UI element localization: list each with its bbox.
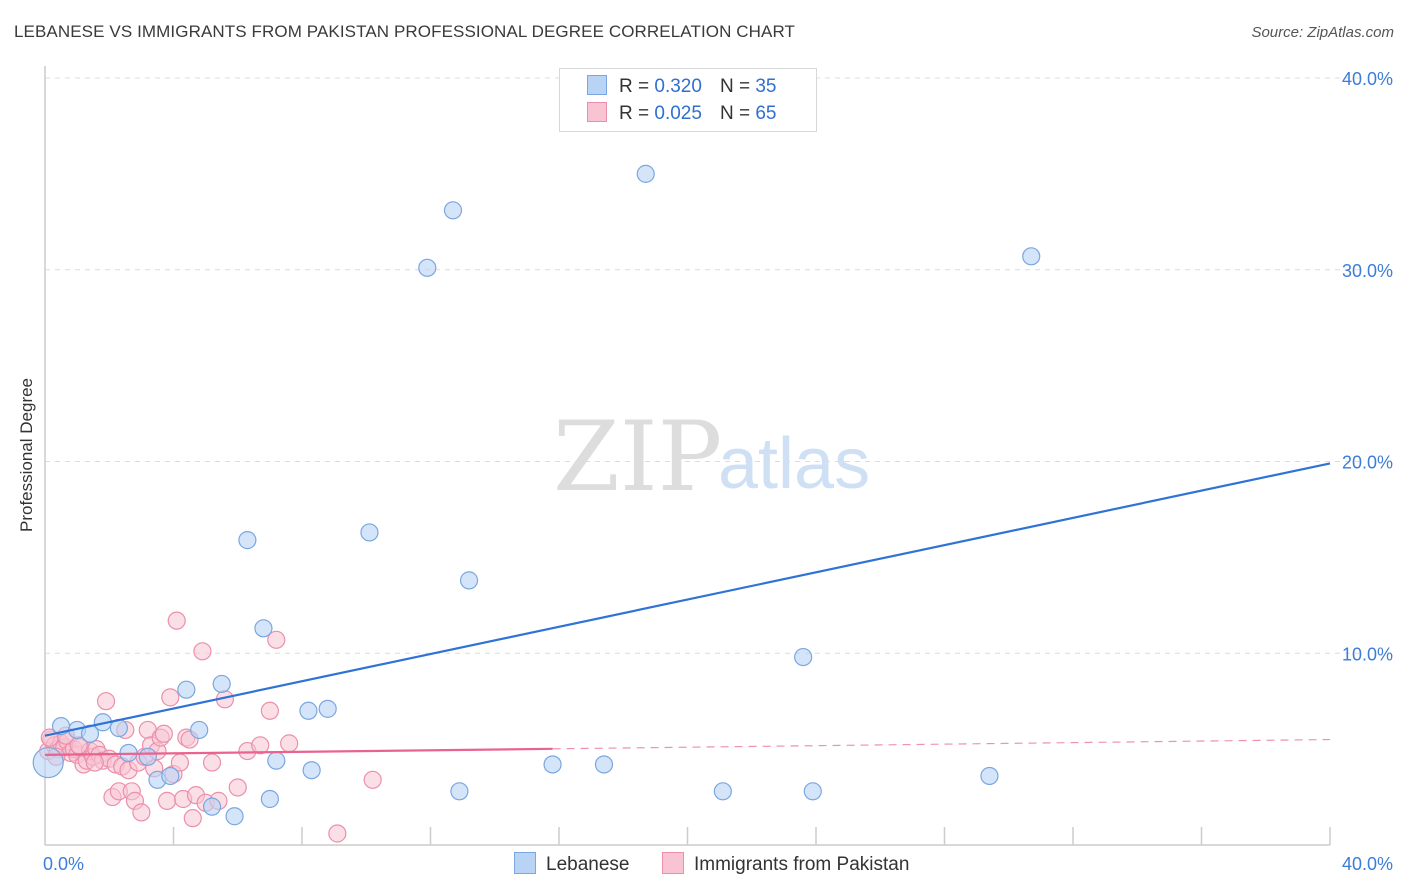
axes xyxy=(44,66,1331,846)
y-tick-label: 40.0% xyxy=(1342,69,1393,89)
lebanese-point xyxy=(138,747,157,766)
pakistan-point xyxy=(161,688,180,707)
pakistan-point xyxy=(267,630,286,649)
lebanese-point xyxy=(32,746,64,779)
lebanese-point xyxy=(318,699,337,718)
legend-row-lebanese: R = 0.320 N = 35 xyxy=(587,75,776,99)
pakistan-point xyxy=(202,753,222,772)
lebanese-point xyxy=(190,720,209,740)
pakistan-point xyxy=(96,692,116,711)
legend-n-value: 35 xyxy=(755,76,777,97)
lebanese-point xyxy=(202,797,222,816)
lebanese-point xyxy=(302,761,321,780)
lebanese-point xyxy=(254,619,273,638)
stats-legend: R = 0.320 N = 35 R = 0.025 N = 65 xyxy=(559,68,817,132)
pakistan-point xyxy=(260,701,279,720)
legend-n-label: N = xyxy=(719,76,751,97)
x-tick-label: 0.0% xyxy=(43,854,84,874)
lebanese-points xyxy=(32,164,1041,826)
source-label: Source: ZipAtlas.com xyxy=(1251,24,1394,41)
pakistan-point xyxy=(132,803,151,822)
lebanese-point xyxy=(267,751,286,770)
pakistan-point xyxy=(251,736,270,755)
pakistan-point xyxy=(167,611,186,630)
lebanese-point xyxy=(1022,247,1041,266)
lebanese-point xyxy=(803,782,822,801)
lebanese-point xyxy=(543,755,562,774)
lebanese-point xyxy=(418,258,437,277)
watermark-atlas: atlas xyxy=(718,424,870,504)
y-tick-label: 10.0% xyxy=(1342,644,1393,664)
lebanese-point xyxy=(360,523,379,542)
lebanese-point xyxy=(459,571,479,590)
watermark: ZIP atlas xyxy=(553,401,870,513)
grid-lines xyxy=(45,77,1365,654)
lebanese-point xyxy=(177,680,196,699)
legend-n-value: 65 xyxy=(755,103,777,124)
legend-r-value: 0.320 xyxy=(654,76,702,97)
pakistan-swatch xyxy=(662,852,684,874)
pakistan-swatch xyxy=(587,102,607,122)
trend-lines xyxy=(44,462,1331,756)
legend-r-label: R = xyxy=(619,103,650,124)
legend-row-pakistan: R = 0.025 N = 65 xyxy=(587,102,776,126)
chart-title: LEBANESE VS IMMIGRANTS FROM PAKISTAN PRO… xyxy=(14,22,796,41)
lebanese-point xyxy=(299,701,318,720)
pakistan-point xyxy=(85,753,104,772)
lebanese-point xyxy=(980,766,999,786)
lebanese-point xyxy=(238,531,257,550)
legend-item-pakistan: Immigrants from Pakistan xyxy=(662,852,909,876)
legend-pakistan-label: Immigrants from Pakistan xyxy=(694,854,910,875)
pakistan-trend-extension xyxy=(552,738,1331,750)
pakistan-trend-line xyxy=(44,747,553,756)
pakistan-point xyxy=(280,734,299,753)
legend-n-label: N = xyxy=(719,103,751,124)
pakistan-point xyxy=(193,642,212,661)
pakistan-point xyxy=(228,778,247,797)
pakistan-point xyxy=(183,809,202,828)
legend-r-label: R = xyxy=(619,76,650,97)
watermark-zip: ZIP xyxy=(553,401,722,513)
pakistan-point xyxy=(154,724,173,743)
lebanese-point xyxy=(450,782,469,801)
legend-item-lebanese: Lebanese xyxy=(514,852,629,876)
pakistan-point xyxy=(363,770,382,789)
y-tick-label: 20.0% xyxy=(1342,453,1393,473)
lebanese-point xyxy=(443,201,463,220)
lebanese-swatch xyxy=(587,75,607,95)
y-tick-label: 30.0% xyxy=(1342,261,1393,281)
legend-lebanese-label: Lebanese xyxy=(546,854,630,875)
tick-labels: 10.0% 20.0% 30.0% 40.0% 0.0% 40.0% xyxy=(43,69,1393,874)
pakistan-point xyxy=(328,824,347,843)
lebanese-point xyxy=(161,766,180,786)
lebanese-point xyxy=(713,782,732,801)
lebanese-point xyxy=(212,674,231,694)
lebanese-point xyxy=(225,807,244,826)
lebanese-point xyxy=(636,164,655,183)
lebanese-point xyxy=(260,789,279,809)
lebanese-trend-line xyxy=(44,462,1331,737)
lebanese-point xyxy=(794,647,813,667)
x-tick-label: 40.0% xyxy=(1342,854,1393,874)
lebanese-point xyxy=(594,755,614,774)
legend-r-value: 0.025 xyxy=(654,103,702,124)
lebanese-swatch xyxy=(514,852,536,874)
pakistan-point xyxy=(157,791,177,810)
